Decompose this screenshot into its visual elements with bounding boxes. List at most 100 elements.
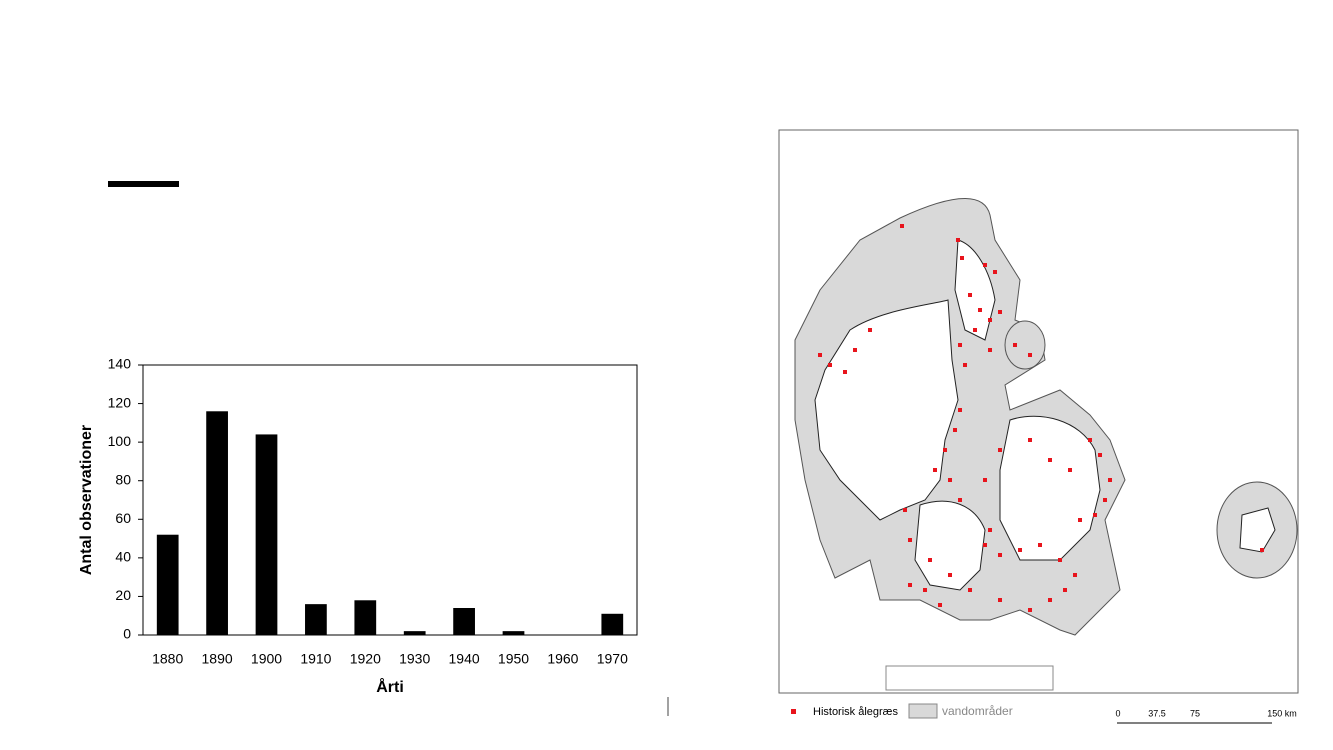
observation-dot bbox=[993, 270, 997, 274]
observation-dot bbox=[943, 448, 947, 452]
x-tick-label: 1910 bbox=[300, 651, 331, 667]
y-tick-label: 40 bbox=[115, 549, 131, 565]
bar bbox=[601, 613, 624, 635]
x-axis-title: Årti bbox=[376, 677, 404, 696]
x-tick-label: 1890 bbox=[202, 651, 233, 667]
y-tick-label: 100 bbox=[108, 433, 132, 449]
observation-dot bbox=[948, 573, 952, 577]
observation-dot bbox=[1068, 468, 1072, 472]
observation-dot bbox=[1260, 548, 1264, 552]
observation-dot bbox=[1048, 458, 1052, 462]
observation-dot bbox=[998, 553, 1002, 557]
observation-dot bbox=[1018, 548, 1022, 552]
plot-area bbox=[142, 364, 638, 636]
land-north bbox=[954, 239, 996, 341]
label-box bbox=[885, 665, 1054, 691]
y-tick-label: 140 bbox=[108, 356, 132, 372]
observation-dot bbox=[1093, 513, 1097, 517]
observation-dot bbox=[1078, 518, 1082, 522]
observation-dot bbox=[988, 318, 992, 322]
observation-dot bbox=[983, 263, 987, 267]
legend-label: vandområder bbox=[942, 704, 1013, 718]
observation-dot bbox=[1048, 598, 1052, 602]
x-tick-label: 1930 bbox=[399, 651, 430, 667]
scale-label: 0 bbox=[1115, 708, 1120, 718]
legend-dot bbox=[791, 709, 796, 714]
observation-dot bbox=[938, 603, 942, 607]
observation-dot bbox=[1108, 478, 1112, 482]
island-water bbox=[1004, 320, 1046, 370]
observation-dot bbox=[843, 370, 847, 374]
land-bornholm bbox=[1239, 507, 1276, 553]
y-tick-label: 20 bbox=[115, 587, 131, 603]
y-tick-label: 60 bbox=[115, 510, 131, 526]
map: Historisk ålegræs vandområder 0 37.5 75 … bbox=[778, 129, 1299, 724]
land-jutland bbox=[814, 299, 959, 521]
observation-dot bbox=[1028, 608, 1032, 612]
y-tick-label: 120 bbox=[108, 394, 132, 410]
x-tick-label: 1900 bbox=[251, 651, 282, 667]
x-tick-label: 1920 bbox=[350, 651, 381, 667]
legend-swatch bbox=[908, 703, 938, 719]
bar bbox=[354, 600, 377, 635]
observation-dot bbox=[988, 348, 992, 352]
y-tick-label: 0 bbox=[123, 626, 131, 642]
observation-dot bbox=[998, 598, 1002, 602]
bar-chart: Antal observationer Årti 0 20 40 60 80 100 120… bbox=[78, 356, 638, 696]
observation-dot bbox=[900, 224, 904, 228]
observation-dot bbox=[1013, 343, 1017, 347]
x-tick-label: 1950 bbox=[498, 651, 529, 667]
observation-dot bbox=[1058, 558, 1062, 562]
observation-dot bbox=[828, 363, 832, 367]
x-tick-label: 1960 bbox=[547, 651, 578, 667]
observation-dot bbox=[1063, 588, 1067, 592]
observation-dot bbox=[973, 328, 977, 332]
observation-dot bbox=[958, 343, 962, 347]
observation-dot bbox=[968, 293, 972, 297]
observation-dot bbox=[968, 588, 972, 592]
bar bbox=[453, 608, 475, 635]
observation-dot bbox=[928, 558, 932, 562]
bar bbox=[502, 631, 525, 635]
observation-dot bbox=[1103, 498, 1107, 502]
y-axis-title: Antal observationer bbox=[78, 425, 95, 575]
observation-dot bbox=[868, 328, 872, 332]
bar bbox=[403, 631, 426, 635]
observation-dot bbox=[956, 238, 960, 242]
x-tick-label: 1880 bbox=[152, 651, 183, 667]
observation-dot bbox=[1028, 438, 1032, 442]
land-funen bbox=[914, 500, 986, 591]
observation-dot bbox=[1098, 453, 1102, 457]
observation-dot bbox=[958, 408, 962, 412]
observation-dot bbox=[853, 348, 857, 352]
bar bbox=[305, 604, 327, 635]
observation-dot bbox=[983, 543, 987, 547]
observation-dot bbox=[1028, 353, 1032, 357]
observation-dot bbox=[1088, 438, 1092, 442]
observation-dot bbox=[960, 256, 964, 260]
land-zealand bbox=[999, 415, 1101, 561]
observation-dot bbox=[998, 448, 1002, 452]
legend-label: Historisk ålegræs bbox=[813, 706, 898, 718]
observation-dot bbox=[933, 468, 937, 472]
bar bbox=[206, 411, 228, 635]
observation-dot bbox=[948, 478, 952, 482]
scale-label: 75 bbox=[1190, 708, 1200, 718]
observation-dot bbox=[958, 498, 962, 502]
x-tick-label: 1970 bbox=[597, 651, 628, 667]
x-tick-label: 1940 bbox=[449, 651, 480, 667]
scale-label: 150 km bbox=[1267, 708, 1297, 718]
observation-dot bbox=[908, 583, 912, 587]
bar bbox=[255, 434, 278, 635]
observation-dot bbox=[988, 528, 992, 532]
observation-dot bbox=[998, 310, 1002, 314]
observation-dot bbox=[923, 588, 927, 592]
observation-dot bbox=[978, 308, 982, 312]
scale-label: 37.5 bbox=[1148, 708, 1166, 718]
observation-dot bbox=[903, 508, 907, 512]
observation-dot bbox=[963, 363, 967, 367]
observation-dot bbox=[1073, 573, 1077, 577]
y-tick-label: 80 bbox=[115, 471, 131, 487]
observation-dots bbox=[818, 224, 1264, 612]
